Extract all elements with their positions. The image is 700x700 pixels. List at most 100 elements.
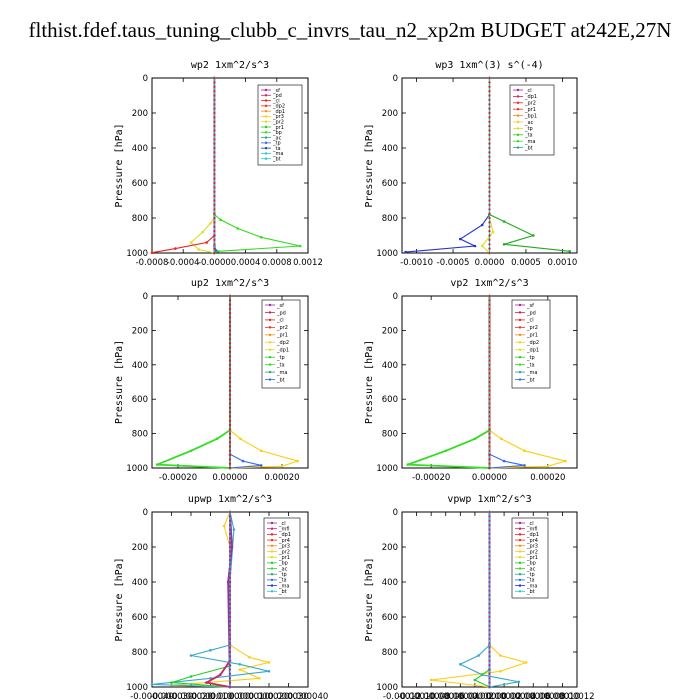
zero-profile-marker	[213, 212, 216, 215]
legend: _sf_pd _cl_pr2 _pr1_dp2 _dp1_tp_ta _ma_bt	[511, 299, 551, 389]
legend-marker	[264, 146, 268, 150]
legend-label: _pr3	[278, 544, 290, 550]
x-tick-label: -0.0005	[437, 258, 470, 268]
series-tp-point	[459, 237, 462, 241]
x-tick-label: 0.00006	[516, 692, 551, 700]
y-tick-label: 400	[382, 578, 398, 588]
zero-profile-marker	[213, 146, 216, 150]
zero-profile-marker	[488, 247, 491, 250]
zero-profile-marker	[228, 589, 232, 592]
zero-profile-marker	[488, 160, 491, 163]
zero-profile-marker	[488, 685, 491, 689]
legend-label: _pd	[526, 310, 536, 316]
zero-profile-marker	[228, 449, 232, 452]
y-tick-label: 600	[132, 613, 148, 623]
x-tick-label: -0.00012	[383, 692, 421, 700]
legend-marker	[518, 555, 522, 559]
series-pr1-point	[491, 230, 495, 234]
zero-profile-marker	[228, 515, 232, 518]
x-tick-label: -0.000040	[130, 692, 174, 700]
zero-profile-marker	[213, 199, 216, 202]
zero-profile-marker	[228, 458, 232, 461]
series-cl-point	[219, 673, 222, 677]
zero-profile-marker	[228, 650, 232, 654]
x-tick-label: 0.00000	[212, 473, 247, 483]
zero-profile-marker	[228, 359, 232, 362]
zero-profile-marker	[213, 103, 216, 106]
zero-profile-marker	[213, 129, 216, 132]
series-bp-point	[259, 236, 263, 239]
zero-profile-marker	[488, 432, 491, 435]
y-axis-label: Pressure [hPa]	[114, 557, 125, 641]
zero-profile-marker	[228, 415, 232, 418]
zero-profile-marker	[488, 532, 491, 536]
x-tick-label: -0.000030	[150, 692, 194, 700]
zero-profile-marker	[488, 238, 491, 241]
legend-marker	[518, 590, 522, 593]
series-dp1-line	[156, 296, 231, 469]
x-tick-label: 0.000040	[288, 692, 329, 700]
series-tp-point	[517, 680, 520, 684]
zero-profile-marker	[228, 646, 232, 649]
series-dp1-point	[215, 437, 219, 441]
zero-profile-marker	[228, 342, 232, 345]
legend-marker	[264, 109, 268, 113]
panel-5: upwp 1xm^2/s^3 Pressure [hPa] 0 200 400 600 80…	[114, 494, 328, 700]
y-tick-label: 800	[382, 648, 398, 658]
zero-profile-marker	[213, 151, 216, 154]
zero-profile-marker	[488, 98, 491, 101]
legend-label: _dp1	[276, 348, 289, 354]
x-tick-label: 0.0005	[511, 258, 541, 268]
x-tick-label: 0.00000	[472, 692, 507, 700]
legend-marker	[516, 127, 520, 130]
zero-profile-marker	[488, 372, 491, 375]
zero-profile-marker	[213, 107, 216, 110]
zero-profile-marker	[488, 681, 491, 684]
zero-profile-marker	[228, 580, 232, 584]
zero-profile-marker	[228, 677, 232, 680]
x-tick-label: 0.0004	[231, 258, 261, 268]
y-axis-label: Pressure [hPa]	[364, 340, 375, 424]
zero-profile-marker	[213, 116, 216, 119]
zero-profile-marker	[488, 81, 491, 84]
zero-profile-marker	[488, 316, 491, 319]
zero-profile-marker	[488, 607, 491, 610]
legend-label: _pr3	[526, 544, 538, 550]
zero-profile-marker	[213, 98, 216, 101]
legend-label: _sf	[276, 303, 284, 309]
zero-profile-marker	[488, 243, 491, 246]
y-tick-label: 0	[393, 74, 398, 84]
series-pr1-point	[480, 244, 484, 248]
legend-label: _bt	[276, 377, 285, 383]
y-tick-label: 1000	[126, 249, 148, 259]
legend-marker	[516, 133, 520, 136]
zero-profile-marker	[488, 655, 491, 658]
zero-profile-marker	[488, 125, 491, 128]
zero-profile-marker	[228, 620, 232, 623]
zero-profile-marker	[228, 398, 232, 401]
zero-profile-marker	[488, 620, 491, 623]
zero-profile-marker	[488, 646, 491, 649]
zero-profile-marker	[228, 642, 232, 645]
legend-label: _ta	[272, 146, 281, 152]
legend-label: _dp1	[272, 109, 285, 115]
zero-profile-marker	[228, 355, 232, 358]
zero-profile-marker	[228, 419, 232, 422]
zero-profile-marker	[488, 419, 491, 422]
series-pr1-point	[197, 248, 201, 251]
zero-profile-marker	[488, 411, 491, 414]
series-pr1-point	[239, 437, 242, 441]
series-tp-point	[209, 677, 212, 680]
legend-label: _pr1	[526, 555, 538, 561]
zero-profile-marker	[488, 436, 491, 439]
y-tick-label: 200	[382, 109, 398, 119]
zero-profile-marker	[488, 168, 491, 171]
zero-profile-marker	[488, 458, 491, 461]
zero-profile-marker	[488, 563, 491, 566]
x-tick-label: 0.000010	[229, 692, 270, 700]
x-tick-label: 0.00008	[530, 692, 565, 700]
legend-marker	[516, 108, 520, 111]
x-tick-label: -0.00002	[456, 692, 494, 700]
zero-profile-marker	[488, 212, 491, 215]
zero-profile-marker	[488, 129, 491, 132]
